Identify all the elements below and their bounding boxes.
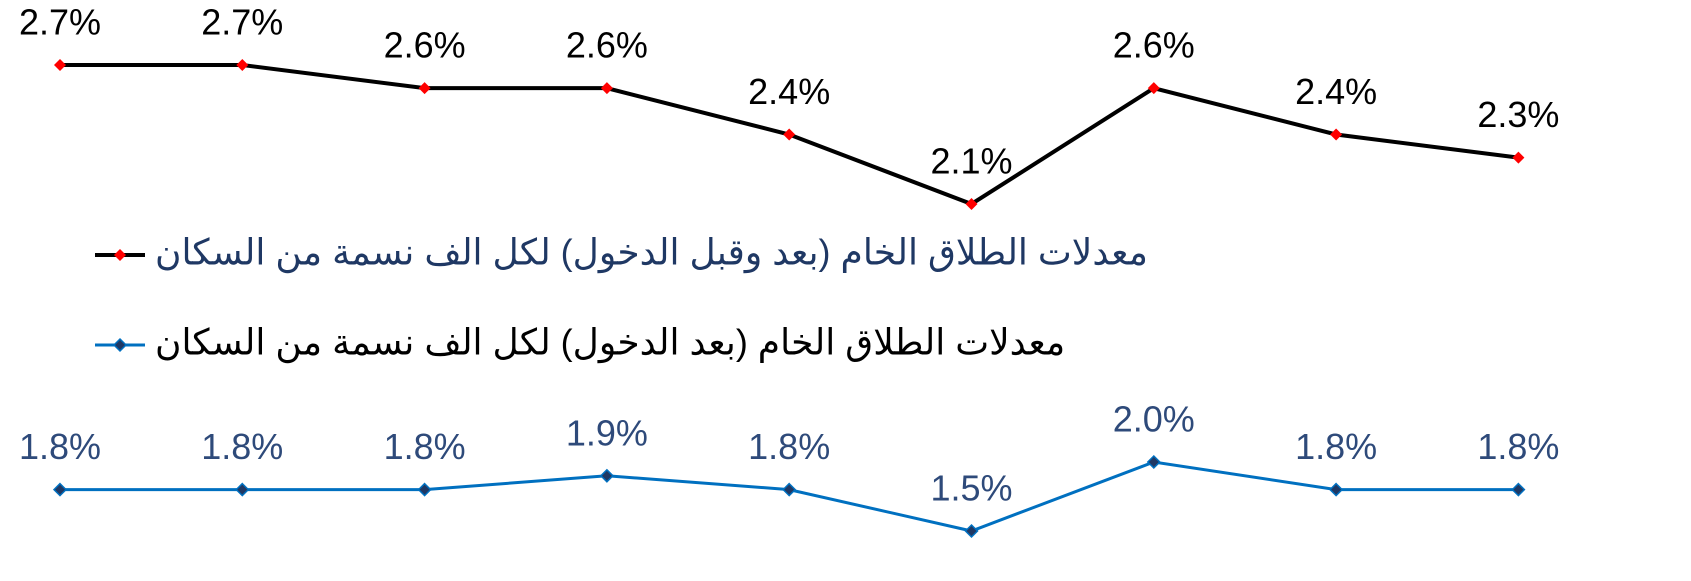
data-label: 2.7% [19,2,101,43]
marker [52,482,68,497]
legend-label: معدلات الطلاق الخام (بعد الدخول) لكل الف… [155,322,1065,364]
data-label: 1.8% [748,426,830,467]
data-label: 1.8% [201,426,283,467]
data-label: 1.5% [930,468,1012,509]
data-label: 2.7% [201,2,283,43]
marker [599,468,614,483]
data-label: 2.4% [748,71,830,112]
data-label: 1.8% [1477,426,1559,467]
marker [236,59,249,71]
marker [1146,454,1161,470]
marker [1512,151,1525,164]
data-label: 1.8% [384,426,466,467]
marker [782,482,797,497]
marker [783,128,796,141]
marker [965,198,978,210]
data-label: 2.6% [566,25,648,66]
data-label: 1.8% [19,426,101,467]
marker [1511,482,1526,497]
legend-marker [114,249,126,261]
marker [54,59,66,71]
data-label: 2.1% [930,141,1012,182]
marker [235,482,250,497]
marker [1147,82,1160,95]
data-label: 2.6% [1113,25,1195,66]
marker [418,82,431,95]
marker [1330,128,1343,141]
data-label: 2.0% [1113,399,1195,440]
legend-marker [112,337,128,353]
marker [417,482,432,497]
marker [1329,482,1344,497]
marker [600,82,613,95]
data-label: 2.3% [1477,94,1559,135]
legend-label: معدلات الطلاق الخام (بعد وقبل الدخول) لك… [155,232,1148,274]
data-label: 2.4% [1295,71,1377,112]
data-label: 1.9% [566,412,648,453]
data-label: 2.6% [384,25,466,66]
marker [964,523,979,539]
data-label: 1.8% [1295,426,1377,467]
